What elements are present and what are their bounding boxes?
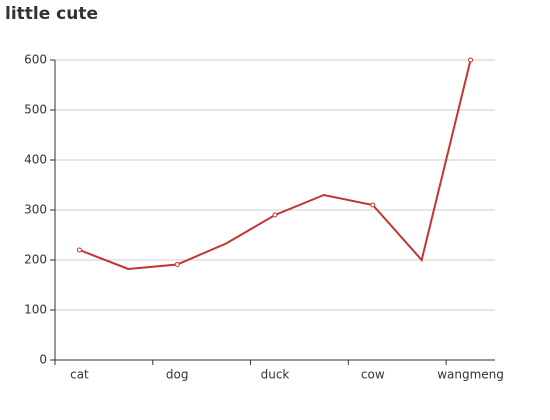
series-line [79, 59, 472, 271]
x-tick-label: dog [166, 368, 189, 382]
y-tick-label: 600 [24, 53, 47, 67]
x-tick-label: duck [261, 368, 290, 382]
x-tick-label: cow [361, 368, 385, 382]
y-tick-label: 300 [24, 203, 47, 217]
chart-title: little cute [5, 4, 98, 24]
x-tick-label: wangmeng [437, 368, 504, 382]
y-tick-label: 400 [24, 153, 47, 167]
point [174, 262, 180, 267]
point [76, 247, 82, 253]
y-tick-label: 0 [39, 353, 47, 367]
x-tick-label: cat [70, 368, 89, 382]
point [370, 202, 376, 208]
point [468, 57, 474, 63]
y-tick-label: 500 [24, 103, 47, 117]
y-tick-label: 200 [24, 253, 47, 267]
point [272, 212, 278, 218]
y-tick-label: 100 [24, 303, 47, 317]
